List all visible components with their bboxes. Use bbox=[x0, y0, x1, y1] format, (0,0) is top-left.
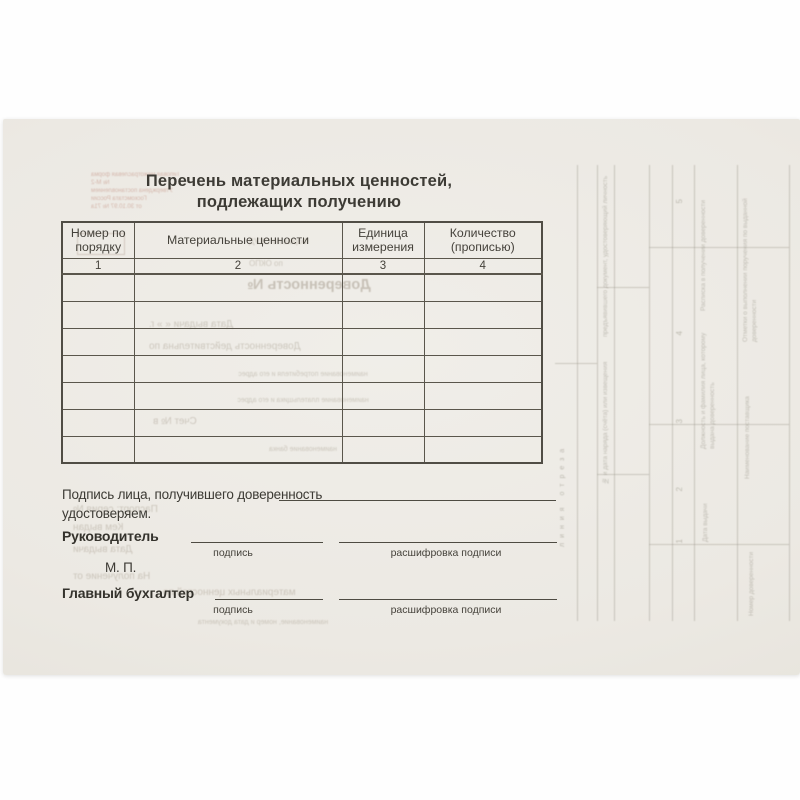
table-cell bbox=[61, 408, 135, 437]
table-cell bbox=[423, 300, 543, 329]
table-header-row: Номер по порядку Материальные ценности Еди… bbox=[61, 221, 543, 259]
spine-column-label: Отметки о выполнении поручения по выданн… bbox=[742, 198, 758, 342]
director-name-caption: расшифровка подписи bbox=[390, 547, 502, 559]
spine-line bbox=[597, 287, 649, 288]
form-title: Перечень материальных ценностей, подлежа… bbox=[57, 171, 541, 213]
table-cell bbox=[341, 381, 425, 410]
materials-table: Номер по порядку Материальные ценности Еди… bbox=[61, 221, 543, 464]
table-cell bbox=[61, 381, 135, 410]
director-name-blank bbox=[339, 542, 557, 543]
column-number-2: 2 bbox=[133, 257, 343, 275]
spine-line bbox=[694, 165, 695, 621]
chief-accountant-label: Главный бухгалтер bbox=[62, 585, 194, 601]
spine-line bbox=[597, 165, 598, 621]
table-row bbox=[61, 435, 543, 464]
director-label: Руководитель bbox=[62, 528, 159, 544]
spine-line bbox=[555, 363, 597, 364]
spine-column-number: 2 bbox=[675, 487, 684, 492]
table-cell bbox=[341, 354, 425, 383]
spine-column-number: 5 bbox=[675, 199, 684, 204]
spine-column-label: предъявившего документ, удостоверяющий л… bbox=[602, 175, 609, 337]
spine-column-number: 1 bbox=[675, 539, 684, 544]
table-cell bbox=[341, 300, 425, 329]
spine-line bbox=[649, 544, 789, 545]
accountant-name-caption: расшифровка подписи bbox=[390, 604, 502, 616]
table-cell bbox=[133, 381, 343, 410]
spine-line bbox=[614, 165, 615, 621]
column-header-3: Единица измерения bbox=[341, 221, 425, 259]
table-cell bbox=[341, 273, 425, 302]
table-cell bbox=[133, 408, 343, 437]
table-cell bbox=[61, 300, 135, 329]
table-cell bbox=[61, 435, 135, 464]
spine-column-label: Номер доверенности bbox=[748, 551, 755, 616]
table-cell bbox=[133, 354, 343, 383]
table-row bbox=[61, 273, 543, 302]
spine-line bbox=[789, 165, 790, 621]
receipt-signature-blank bbox=[279, 500, 556, 501]
bleed-issue-date-line: Дата выдачи bbox=[73, 544, 133, 555]
spine-line bbox=[672, 165, 673, 621]
cut-line-label: линия отреза bbox=[559, 443, 566, 547]
spine-column-number: 3 bbox=[675, 419, 684, 424]
stamp-label: М. П. bbox=[105, 560, 137, 575]
accountant-signature-blank bbox=[215, 599, 323, 600]
spine-line bbox=[577, 165, 578, 621]
table-cell bbox=[61, 354, 135, 383]
table-cell bbox=[423, 408, 543, 437]
certify-label: удостоверяем. bbox=[62, 506, 152, 521]
table-cell bbox=[341, 327, 425, 356]
receipt-signature-label: Подпись лица, получившего доверенность bbox=[62, 487, 323, 502]
table-cell bbox=[133, 435, 343, 464]
table-cell bbox=[61, 273, 135, 302]
table-row bbox=[61, 300, 543, 329]
spine-line bbox=[649, 424, 789, 425]
spine-column-label: № и дата наряда (счёта) или извещения bbox=[602, 361, 609, 484]
table-row bbox=[61, 327, 543, 356]
table-cell bbox=[341, 435, 425, 464]
spine-column-label: Дата выдачи bbox=[702, 503, 709, 542]
accountant-signature-caption: подпись bbox=[213, 604, 253, 616]
table-cell bbox=[133, 273, 343, 302]
director-signature-caption: подпись bbox=[213, 547, 253, 559]
column-number-3: 3 bbox=[341, 257, 425, 275]
accountant-name-blank bbox=[339, 599, 557, 600]
bleed-doc-caption: наименование, номер и дата документа bbox=[197, 619, 329, 626]
form-title-line2: подлежащих получению bbox=[196, 193, 402, 211]
form-title-line1: Перечень материальных ценностей, bbox=[145, 172, 453, 190]
spine-line bbox=[597, 474, 649, 475]
table-row bbox=[61, 408, 543, 437]
spine-line bbox=[649, 247, 789, 248]
column-number-4: 4 bbox=[423, 257, 543, 275]
table-cell bbox=[341, 408, 425, 437]
spine-column-label: Наименование поставщика bbox=[744, 396, 751, 479]
table-cell bbox=[133, 327, 343, 356]
spine-line bbox=[649, 165, 650, 621]
column-header-1: Номер по порядку bbox=[61, 221, 135, 259]
table-row bbox=[61, 354, 543, 383]
table-cell bbox=[423, 327, 543, 356]
column-number-1: 1 bbox=[61, 257, 135, 275]
table-cell bbox=[423, 435, 543, 464]
spine-column-label: Должность и фамилия лица, которому выдан… bbox=[700, 332, 716, 449]
table-cell bbox=[423, 273, 543, 302]
table-cell bbox=[423, 354, 543, 383]
spine-line bbox=[737, 165, 738, 621]
paper-sheet: Типовая межотраслевая форма № М-2 Утверж… bbox=[3, 119, 800, 675]
director-signature-blank bbox=[191, 542, 323, 543]
spine-column-label: Расписка в получении доверенности bbox=[700, 199, 707, 311]
table-cell bbox=[133, 300, 343, 329]
table-row bbox=[61, 381, 543, 410]
column-header-2: Материальные ценности bbox=[133, 221, 343, 259]
column-header-4: Количество (прописью) bbox=[423, 221, 543, 259]
table-cell bbox=[61, 327, 135, 356]
table-cell bbox=[423, 381, 543, 410]
spine-column-number: 4 bbox=[675, 331, 684, 336]
